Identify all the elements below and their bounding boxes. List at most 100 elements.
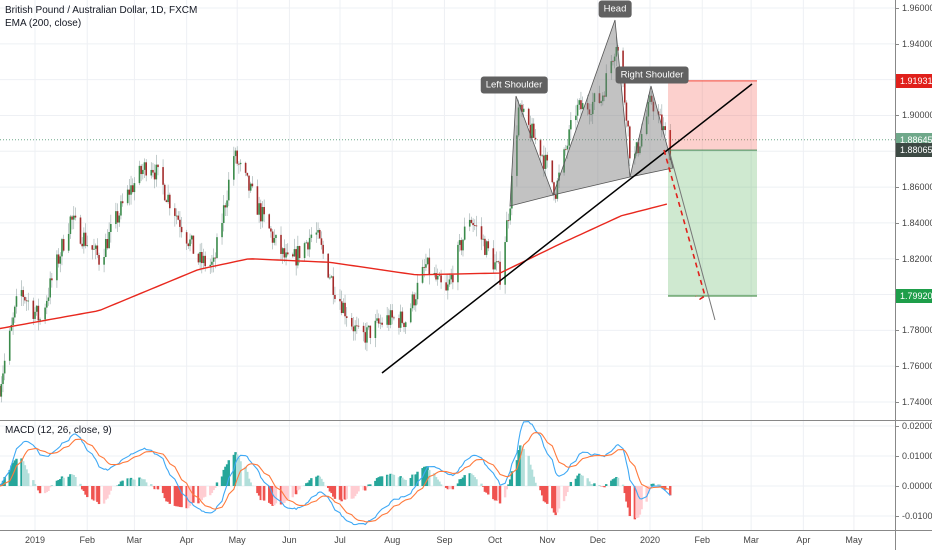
drawings[interactable] — [381, 19, 757, 374]
macd-histogram-bar — [118, 484, 121, 486]
macd-axis-tick — [895, 486, 899, 487]
candle-up — [150, 169, 153, 176]
macd-histogram-bar — [633, 486, 637, 520]
candle-up — [209, 264, 212, 267]
macd-histogram-bar — [615, 477, 618, 486]
candle-down — [244, 162, 247, 173]
macd-histogram-bar — [67, 476, 70, 486]
macd-histogram-bar — [456, 483, 460, 486]
head-label[interactable]: Head — [598, 0, 632, 18]
macd-histogram-bar — [566, 486, 569, 493]
macd-histogram-bar — [332, 486, 335, 497]
candle-down — [661, 114, 663, 131]
macd-histogram-bar — [215, 482, 219, 486]
macd-histogram-bar — [25, 469, 28, 486]
candle-up — [108, 232, 110, 249]
macd-histogram-bar — [380, 476, 384, 486]
symbol-title[interactable]: British Pound / Australian Dollar, 1D, F… — [5, 5, 198, 16]
macd-axis-label: 0.02000 — [902, 421, 932, 431]
macd-histogram-bar — [1, 480, 5, 486]
time-axis-label: 2019 — [24, 535, 46, 545]
macd-histogram-bar — [446, 486, 450, 490]
candle-up — [104, 239, 107, 258]
macd-histogram-bar — [402, 479, 406, 486]
candle-up — [645, 116, 648, 135]
candle-down — [201, 252, 203, 264]
candle-down — [532, 123, 535, 138]
candle-down — [307, 242, 309, 250]
candle-down — [163, 184, 166, 201]
candle-up — [72, 215, 75, 220]
candle-up — [605, 73, 608, 97]
price-axis-label: 1.78000 — [902, 325, 932, 336]
candle-down — [322, 244, 324, 254]
candle-down — [214, 257, 217, 259]
macd-histogram-bar — [451, 486, 455, 490]
candle-down — [152, 169, 154, 173]
candle-up — [495, 261, 498, 263]
ema-legend[interactable]: EMA (200, close) — [5, 18, 82, 29]
candle-down — [507, 220, 510, 222]
candle-up — [35, 305, 38, 312]
candle-down — [588, 109, 591, 115]
candle-up — [590, 114, 592, 115]
macd-histogram-bar — [257, 486, 261, 496]
macd-histogram-bar — [126, 478, 129, 486]
macd-histogram-bar — [202, 486, 205, 498]
candle-up — [662, 126, 665, 131]
macd-histogram-bar — [79, 483, 82, 486]
candle-down — [145, 162, 148, 176]
candle-up — [233, 156, 235, 180]
price-axis-label: 1.86000 — [902, 182, 932, 193]
macd-legend[interactable]: MACD (12, 26, close, 9) — [5, 425, 112, 436]
macd-histogram-bar — [316, 475, 320, 486]
candle-up — [610, 61, 613, 74]
candle-up — [576, 104, 579, 116]
macd-histogram-bar — [540, 486, 544, 496]
macd-histogram-bar — [173, 486, 177, 506]
candle-up — [450, 274, 452, 280]
candle-up — [8, 330, 11, 361]
macd-histogram-bar — [637, 486, 640, 518]
candle-down — [131, 185, 134, 193]
candle-up — [211, 261, 213, 265]
candle-up — [522, 108, 525, 112]
macd-histogram-bar — [274, 486, 278, 504]
candle-down — [484, 238, 486, 255]
macd-histogram-bar — [224, 466, 227, 486]
candle-down — [98, 255, 100, 265]
candle-up — [110, 224, 112, 233]
candle-down — [320, 238, 323, 245]
candle-down — [128, 189, 131, 195]
macd-histogram-bar — [551, 486, 554, 509]
macd-histogram-bar — [237, 457, 241, 486]
candle-down — [423, 266, 426, 268]
macd-histogram-bar — [498, 486, 502, 504]
candle-down — [79, 217, 82, 244]
macd-histogram-bar — [86, 486, 89, 498]
candle-up — [190, 235, 193, 240]
macd-histogram-bar — [32, 480, 35, 486]
candle-down — [669, 130, 672, 160]
macd-histogram-bar — [104, 486, 107, 500]
candle-up — [83, 232, 85, 247]
candle-up — [189, 239, 191, 247]
candle-down — [74, 215, 77, 218]
macd-histogram-bar — [461, 477, 465, 486]
candle-up — [93, 248, 95, 250]
candle-down — [487, 241, 490, 249]
right-shoulder-label[interactable]: Right Shoulder — [615, 66, 689, 84]
left-shoulder-label[interactable]: Left Shoulder — [480, 76, 548, 94]
candle-up — [143, 162, 146, 170]
candle-down — [362, 325, 365, 333]
candle-down — [529, 124, 532, 139]
macd-histogram-bar — [497, 486, 500, 501]
candle-up — [494, 262, 496, 270]
macd-histogram-bar — [353, 486, 357, 497]
candle-down — [398, 318, 400, 328]
candle-up — [120, 201, 122, 216]
macd-histogram-bar — [503, 486, 507, 498]
macd-histogram-bar — [485, 486, 488, 493]
macd-histogram-bar — [178, 486, 182, 507]
